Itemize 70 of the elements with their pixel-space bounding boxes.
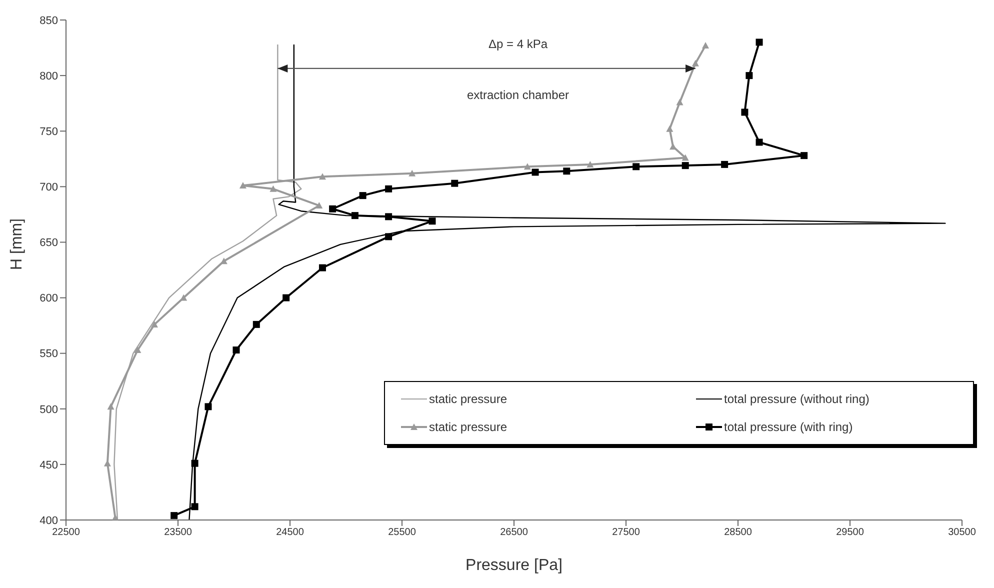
point (524, 163, 531, 170)
annotation: extraction chamber (466, 88, 570, 102)
point (191, 503, 198, 510)
point (270, 185, 277, 192)
y-tick-label: 400 (40, 514, 58, 527)
point (239, 182, 246, 189)
y-tick-label: 600 (40, 292, 58, 305)
x-tick-label: 26500 (500, 527, 528, 538)
point (316, 202, 323, 209)
point (318, 173, 326, 180)
point (800, 152, 808, 160)
point (676, 98, 684, 106)
point (756, 38, 763, 46)
x-tick-label: 30500 (948, 527, 976, 538)
point (351, 212, 358, 220)
point (385, 233, 392, 240)
point (586, 160, 594, 168)
point (682, 162, 689, 170)
point (150, 320, 158, 328)
point (721, 160, 728, 168)
x-tick-label: 22500 (52, 527, 80, 538)
x-tick-label: 27500 (612, 527, 640, 538)
point (385, 213, 392, 220)
point (563, 168, 570, 175)
point (756, 138, 763, 146)
point (134, 346, 142, 353)
point (702, 42, 710, 49)
point (204, 403, 212, 410)
point (428, 218, 436, 225)
legend-label: total pressure (with ring) (724, 420, 853, 434)
y-tick-label: 750 (40, 126, 58, 138)
x-tick-label: 25500 (388, 527, 416, 538)
point (282, 294, 290, 302)
y-tick-label: 800 (40, 70, 58, 82)
point (359, 192, 366, 200)
point (746, 72, 753, 80)
y-tick-label: 450 (40, 459, 58, 472)
legend-label: static pressure (429, 392, 508, 406)
legend-label: static pressure (429, 420, 508, 434)
point (692, 60, 699, 66)
point (451, 180, 458, 187)
x-tick-label: 29500 (836, 527, 864, 538)
point (180, 294, 188, 301)
y-tick-label: 550 (40, 348, 58, 360)
x-axis-title: Pressure [Pa] (466, 557, 562, 574)
point (666, 125, 674, 132)
y-tick-label: 700 (40, 182, 58, 194)
point (385, 185, 392, 192)
point (741, 108, 748, 116)
point (170, 512, 178, 520)
legend-label: total pressure (without ring) (724, 392, 870, 406)
point (408, 170, 416, 176)
y-tick-label: 500 (40, 404, 58, 416)
point (107, 403, 114, 410)
x-tick-label: 23500 (164, 527, 192, 538)
point (532, 168, 539, 176)
x-tick-label: 28500 (724, 527, 752, 538)
annotation: Δp = 4 kPa (487, 37, 549, 51)
point (318, 264, 326, 272)
point (232, 346, 240, 354)
point (191, 460, 198, 467)
y-axis-title: H [mm] (8, 218, 26, 270)
point (329, 205, 336, 212)
point (252, 320, 260, 328)
point (682, 154, 689, 161)
point (220, 258, 228, 264)
point (632, 163, 640, 170)
y-tick-label: 650 (40, 237, 58, 250)
y-tick-label: 850 (40, 14, 58, 27)
x-tick-label: 24500 (276, 527, 304, 538)
